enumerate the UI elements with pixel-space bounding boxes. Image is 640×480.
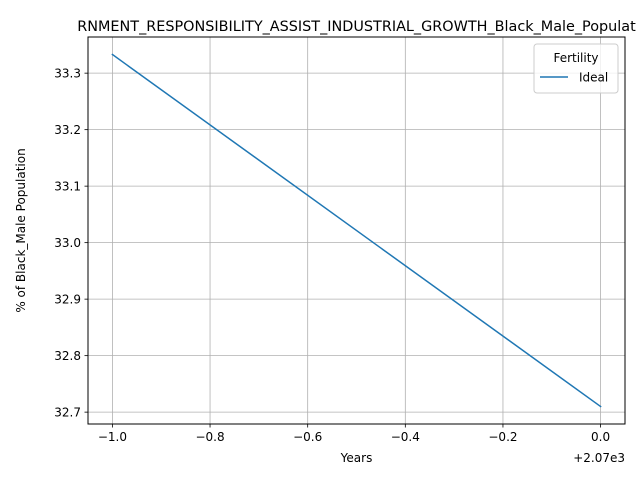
x-tick-label: −0.6 bbox=[293, 430, 322, 444]
x-tick-label: −0.8 bbox=[195, 430, 224, 444]
y-tick-label: 33.3 bbox=[54, 66, 81, 80]
legend-box bbox=[533, 43, 619, 94]
grid-lines bbox=[88, 37, 625, 424]
legend-entries: Ideal bbox=[540, 70, 608, 84]
y-tick-label: 33.1 bbox=[54, 179, 81, 193]
x-tick-label: −1.0 bbox=[98, 430, 127, 444]
x-axis-ticks: −1.0 −0.8 −0.6 −0.4 −0.2 0.0 bbox=[98, 424, 610, 444]
legend: Fertility Ideal bbox=[533, 43, 619, 94]
x-axis-label: Years bbox=[340, 451, 373, 465]
x-tick-label: −0.4 bbox=[391, 430, 420, 444]
y-axis-ticks: 32.7 32.8 32.9 33.0 33.1 33.2 33.3 bbox=[54, 66, 88, 419]
chart-title: RNMENT_RESPONSIBILITY_ASSIST_INDUSTRIAL_… bbox=[77, 19, 636, 35]
x-tick-label: 0.0 bbox=[591, 430, 610, 444]
y-tick-label: 32.9 bbox=[54, 292, 81, 306]
series-line-ideal bbox=[111, 53, 602, 408]
x-axis-offset-label: +2.07e3 bbox=[573, 451, 625, 465]
y-tick-label: 33.2 bbox=[54, 123, 81, 137]
y-tick-label: 32.8 bbox=[54, 349, 81, 363]
y-tick-label: 32.7 bbox=[54, 405, 81, 419]
y-tick-label: 33.0 bbox=[54, 236, 81, 250]
plot-frame bbox=[87, 36, 626, 425]
x-tick-label: −0.2 bbox=[488, 430, 517, 444]
legend-entry-label: Ideal bbox=[579, 70, 608, 84]
series-lines bbox=[111, 53, 602, 408]
y-axis-label: % of Black_Male Population bbox=[14, 148, 28, 312]
legend-title: Fertility bbox=[553, 51, 598, 65]
